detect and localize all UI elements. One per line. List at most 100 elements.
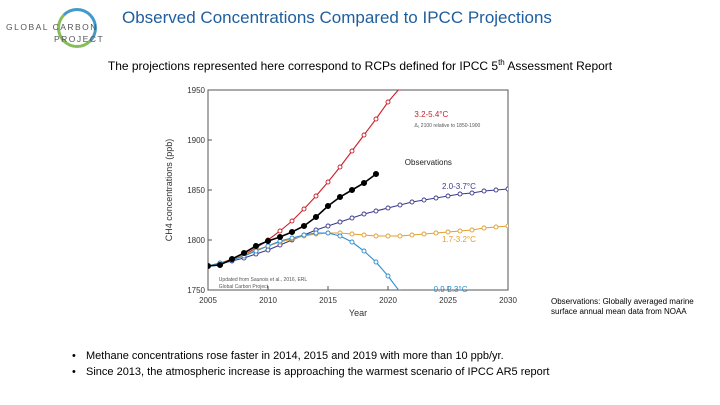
bullet-text: Since 2013, the atmospheric increase is … bbox=[86, 366, 550, 378]
data-point-high bbox=[385, 99, 391, 105]
data-point-obs bbox=[252, 242, 260, 250]
data-point-mid_high bbox=[421, 197, 427, 203]
data-point-mid_high bbox=[445, 193, 451, 199]
data-point-obs bbox=[208, 262, 212, 270]
data-point-low bbox=[253, 248, 259, 254]
data-point-mid_low bbox=[469, 227, 475, 233]
data-point-obs bbox=[312, 213, 320, 221]
subtitle-superscript: th bbox=[498, 58, 505, 67]
data-point-obs bbox=[264, 237, 272, 245]
data-point-mid_low bbox=[445, 229, 451, 235]
x-tick-label: 2030 bbox=[499, 296, 517, 305]
data-point-obs bbox=[240, 249, 248, 257]
data-point-mid_high bbox=[457, 191, 463, 197]
y-tick-label: 1850 bbox=[187, 186, 205, 195]
data-point-high bbox=[325, 179, 331, 185]
series-label-obs: Observations bbox=[405, 158, 452, 167]
x-tick-label: 2025 bbox=[439, 296, 457, 305]
data-point-low bbox=[361, 248, 367, 254]
source-note: Global Carbon Project bbox=[219, 284, 269, 290]
logo-line-2: PROJECT bbox=[54, 34, 105, 44]
data-point-low bbox=[349, 239, 355, 245]
data-point-high bbox=[373, 116, 379, 122]
data-point-mid_high bbox=[373, 208, 379, 214]
x-tick-label: 2005 bbox=[199, 296, 217, 305]
series-label-low: 0.9-2.3°C bbox=[434, 285, 468, 294]
subtitle-pre: The projections represented here corresp… bbox=[107, 59, 499, 73]
data-point-low bbox=[265, 243, 271, 249]
plot-frame bbox=[207, 89, 509, 291]
data-point-mid_low bbox=[361, 232, 367, 238]
data-point-low bbox=[325, 230, 331, 236]
data-point-mid_low bbox=[481, 225, 487, 231]
updated-from-note: Updated from Saunois et al., 2016, ERL bbox=[219, 277, 308, 283]
data-point-mid_low bbox=[349, 231, 355, 237]
data-point-low bbox=[337, 233, 343, 239]
data-point-mid_low bbox=[493, 224, 499, 230]
data-point-low bbox=[398, 289, 402, 290]
bullet-item: • Since 2013, the atmospheric increase is… bbox=[72, 366, 550, 378]
data-point-mid_high bbox=[493, 187, 499, 193]
x-tick-label: 2010 bbox=[259, 296, 277, 305]
data-point-obs bbox=[216, 261, 224, 269]
data-point-mid_high bbox=[469, 190, 475, 196]
data-point-mid_high bbox=[481, 188, 487, 194]
ch4-projection-chart: 2005 2010 2015 2020 2025 2030 1750 1800 1850 1900… bbox=[164, 86, 517, 318]
observations-note: Observations: Globally averaged marine s… bbox=[551, 297, 694, 317]
data-point-mid_low bbox=[457, 228, 463, 234]
data-point-low bbox=[289, 235, 295, 241]
data-point-mid_high bbox=[397, 202, 403, 208]
data-point-high bbox=[398, 90, 402, 91]
data-point-mid_high bbox=[505, 186, 508, 192]
data-point-obs bbox=[276, 233, 284, 241]
logo-line-1: GLOBAL CARBON bbox=[6, 22, 98, 32]
data-point-mid_high bbox=[325, 223, 331, 229]
data-point-high bbox=[349, 148, 355, 154]
data-point-mid_high bbox=[349, 215, 355, 221]
x-tick-label: 2015 bbox=[319, 296, 337, 305]
data-point-mid_low bbox=[373, 233, 379, 239]
data-point-mid_low bbox=[409, 232, 415, 238]
data-point-low bbox=[301, 232, 307, 238]
data-point-high bbox=[337, 164, 343, 170]
y-tick-label: 1750 bbox=[187, 286, 205, 295]
data-point-mid_high bbox=[409, 199, 415, 205]
data-point-high bbox=[361, 132, 367, 138]
data-point-mid_low bbox=[433, 230, 439, 236]
data-point-mid_high bbox=[265, 247, 271, 253]
logo-ring-icon bbox=[57, 8, 97, 48]
y-tick-label: 1800 bbox=[187, 236, 205, 245]
data-point-high bbox=[301, 206, 307, 212]
data-point-mid_high bbox=[361, 211, 367, 217]
high-scenario-note: Δ₁ 2100 relative to 1850-1900 bbox=[414, 123, 480, 129]
data-point-low bbox=[385, 273, 391, 279]
series-label-mid_low: 1.7-3.2°C bbox=[442, 235, 476, 244]
y-tick-label: 1900 bbox=[187, 136, 205, 145]
data-point-mid_low bbox=[385, 233, 391, 239]
page-subtitle: The projections represented here corresp… bbox=[0, 58, 720, 73]
data-point-high bbox=[277, 228, 283, 234]
series-label-high: 3.2-5.4°C bbox=[414, 110, 448, 119]
data-point-mid_low bbox=[421, 231, 427, 237]
data-point-high bbox=[313, 193, 319, 199]
data-point-low bbox=[313, 230, 319, 236]
data-point-obs bbox=[348, 186, 356, 194]
data-point-obs bbox=[336, 193, 344, 201]
data-point-mid_high bbox=[385, 205, 391, 211]
bullet-list: • Methane concentrations rose faster in 2… bbox=[72, 350, 549, 382]
data-point-mid_low bbox=[397, 233, 403, 239]
subtitle-post: Assessment Report bbox=[504, 59, 613, 73]
data-point-low bbox=[373, 259, 379, 265]
x-tick-label: 2020 bbox=[379, 296, 397, 305]
bullet-item: • Methane concentrations rose faster in 2… bbox=[72, 350, 504, 362]
global-carbon-project-logo: GLOBAL CARBON PROJECT bbox=[6, 6, 116, 48]
data-point-obs bbox=[360, 179, 368, 187]
page-title: Observed Concentrations Compared to IPCC… bbox=[122, 8, 552, 27]
data-point-mid_high bbox=[433, 195, 439, 201]
data-point-obs bbox=[300, 222, 308, 230]
data-point-obs bbox=[288, 228, 296, 236]
data-point-obs bbox=[228, 255, 236, 263]
y-axis-label: CH4 concentrations (ppb) bbox=[164, 139, 174, 242]
data-point-mid_low bbox=[505, 223, 508, 229]
series-label-mid_high: 2.0-3.7°C bbox=[442, 182, 476, 191]
